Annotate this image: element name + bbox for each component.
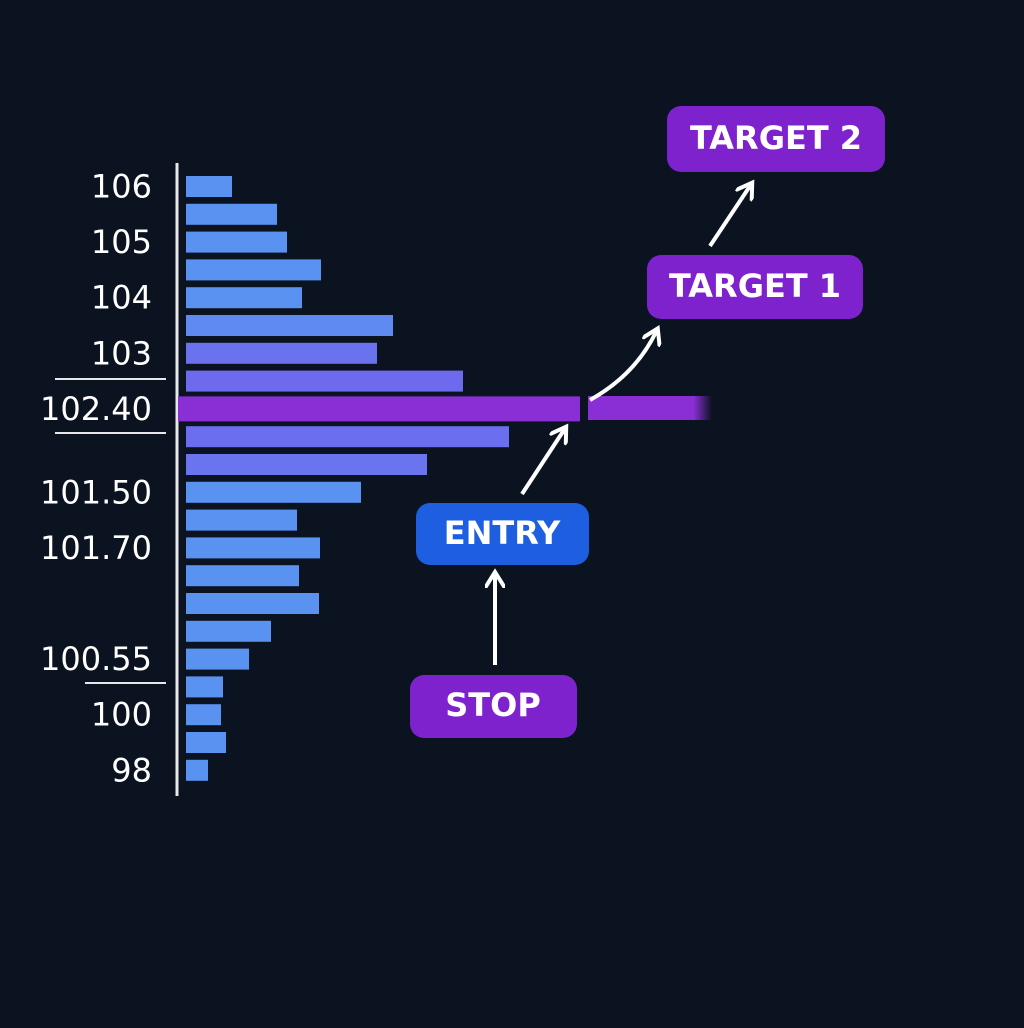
- volume-bar: [186, 732, 226, 753]
- poc-extension: [588, 396, 712, 420]
- price-label: 100.55: [40, 640, 152, 678]
- volume-bar: [186, 704, 221, 726]
- poc-bar: [178, 396, 580, 422]
- price-label: 98: [111, 751, 152, 789]
- target2-label: TARGET 2: [690, 119, 862, 157]
- target1-badge: [647, 255, 863, 319]
- price-label: 100: [91, 696, 152, 734]
- volume-bar: [186, 565, 299, 587]
- volume-bar: [186, 620, 271, 642]
- stop-badge: [410, 675, 577, 738]
- volume-bar: [186, 259, 321, 281]
- arrows: [495, 186, 750, 665]
- volume-bar: [186, 648, 249, 670]
- volume-bar: [186, 454, 427, 475]
- price-label: 101.50: [40, 473, 152, 511]
- volume-bar: [186, 370, 463, 392]
- stop-label: STOP: [445, 686, 541, 724]
- volume-bar: [186, 537, 320, 559]
- entry-badge: [416, 503, 589, 565]
- volume-bar: [186, 676, 223, 698]
- volume-bar: [186, 315, 393, 336]
- volume-bar: [186, 593, 319, 614]
- volume-bar: [186, 231, 287, 253]
- volume-bar: [186, 481, 361, 503]
- volume-bar: [186, 287, 302, 309]
- target2-badge: [667, 106, 885, 172]
- volume-bar: [186, 759, 208, 781]
- volume-bar: [186, 509, 297, 531]
- target1-label: TARGET 1: [669, 267, 841, 305]
- price-label: 106: [91, 168, 152, 206]
- price-label: 104: [91, 279, 152, 317]
- volume-bar: [186, 342, 377, 364]
- entry-label: ENTRY: [444, 514, 561, 552]
- volume-bar: [186, 426, 509, 448]
- price-label: 105: [91, 223, 152, 261]
- price-label: 103: [91, 334, 152, 372]
- volume-bar: [186, 203, 277, 225]
- price-label: 101.70: [40, 529, 152, 567]
- price-label: 102.40: [40, 390, 152, 428]
- volume-bar: [186, 176, 232, 197]
